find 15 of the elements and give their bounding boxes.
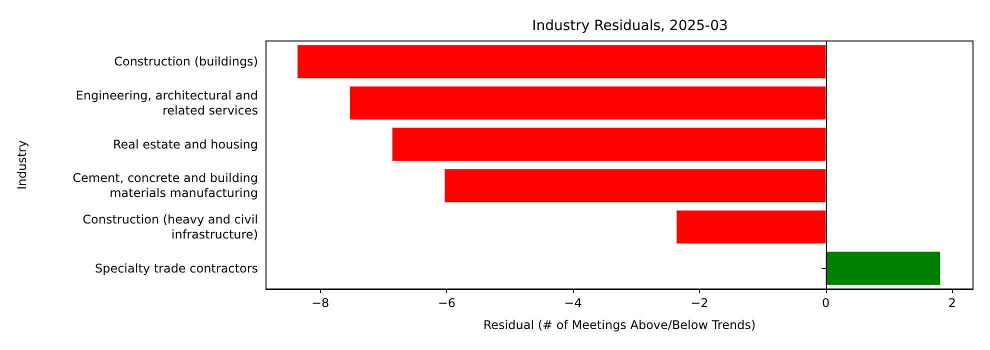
y-axis-title: Industry	[15, 140, 29, 190]
x-axis-title: Residual (# of Meetings Above/Below Trends)	[483, 318, 756, 332]
x-tick-label: −4	[564, 296, 582, 310]
x-tick-label: 2	[948, 296, 956, 310]
y-tick-label: Cement, concrete and building materials manufacturing	[72, 171, 258, 200]
x-tick-label: −2	[690, 296, 708, 310]
y-tick-label: Real estate and housing	[112, 137, 258, 152]
y-tick-label: Engineering, architectural and related services	[76, 88, 258, 118]
y-tick-label: Specialty trade contractors	[94, 261, 258, 276]
chart-title: Industry Residuals, 2025-03	[532, 18, 728, 34]
x-tick-label: −8	[311, 296, 330, 310]
x-tick-label: 0	[822, 296, 830, 310]
y-tick-label: Construction (heavy and civil infrastructure)	[82, 212, 258, 242]
x-tick-label: −6	[438, 296, 456, 310]
y-tick-label: Construction (buildings)	[114, 54, 258, 69]
